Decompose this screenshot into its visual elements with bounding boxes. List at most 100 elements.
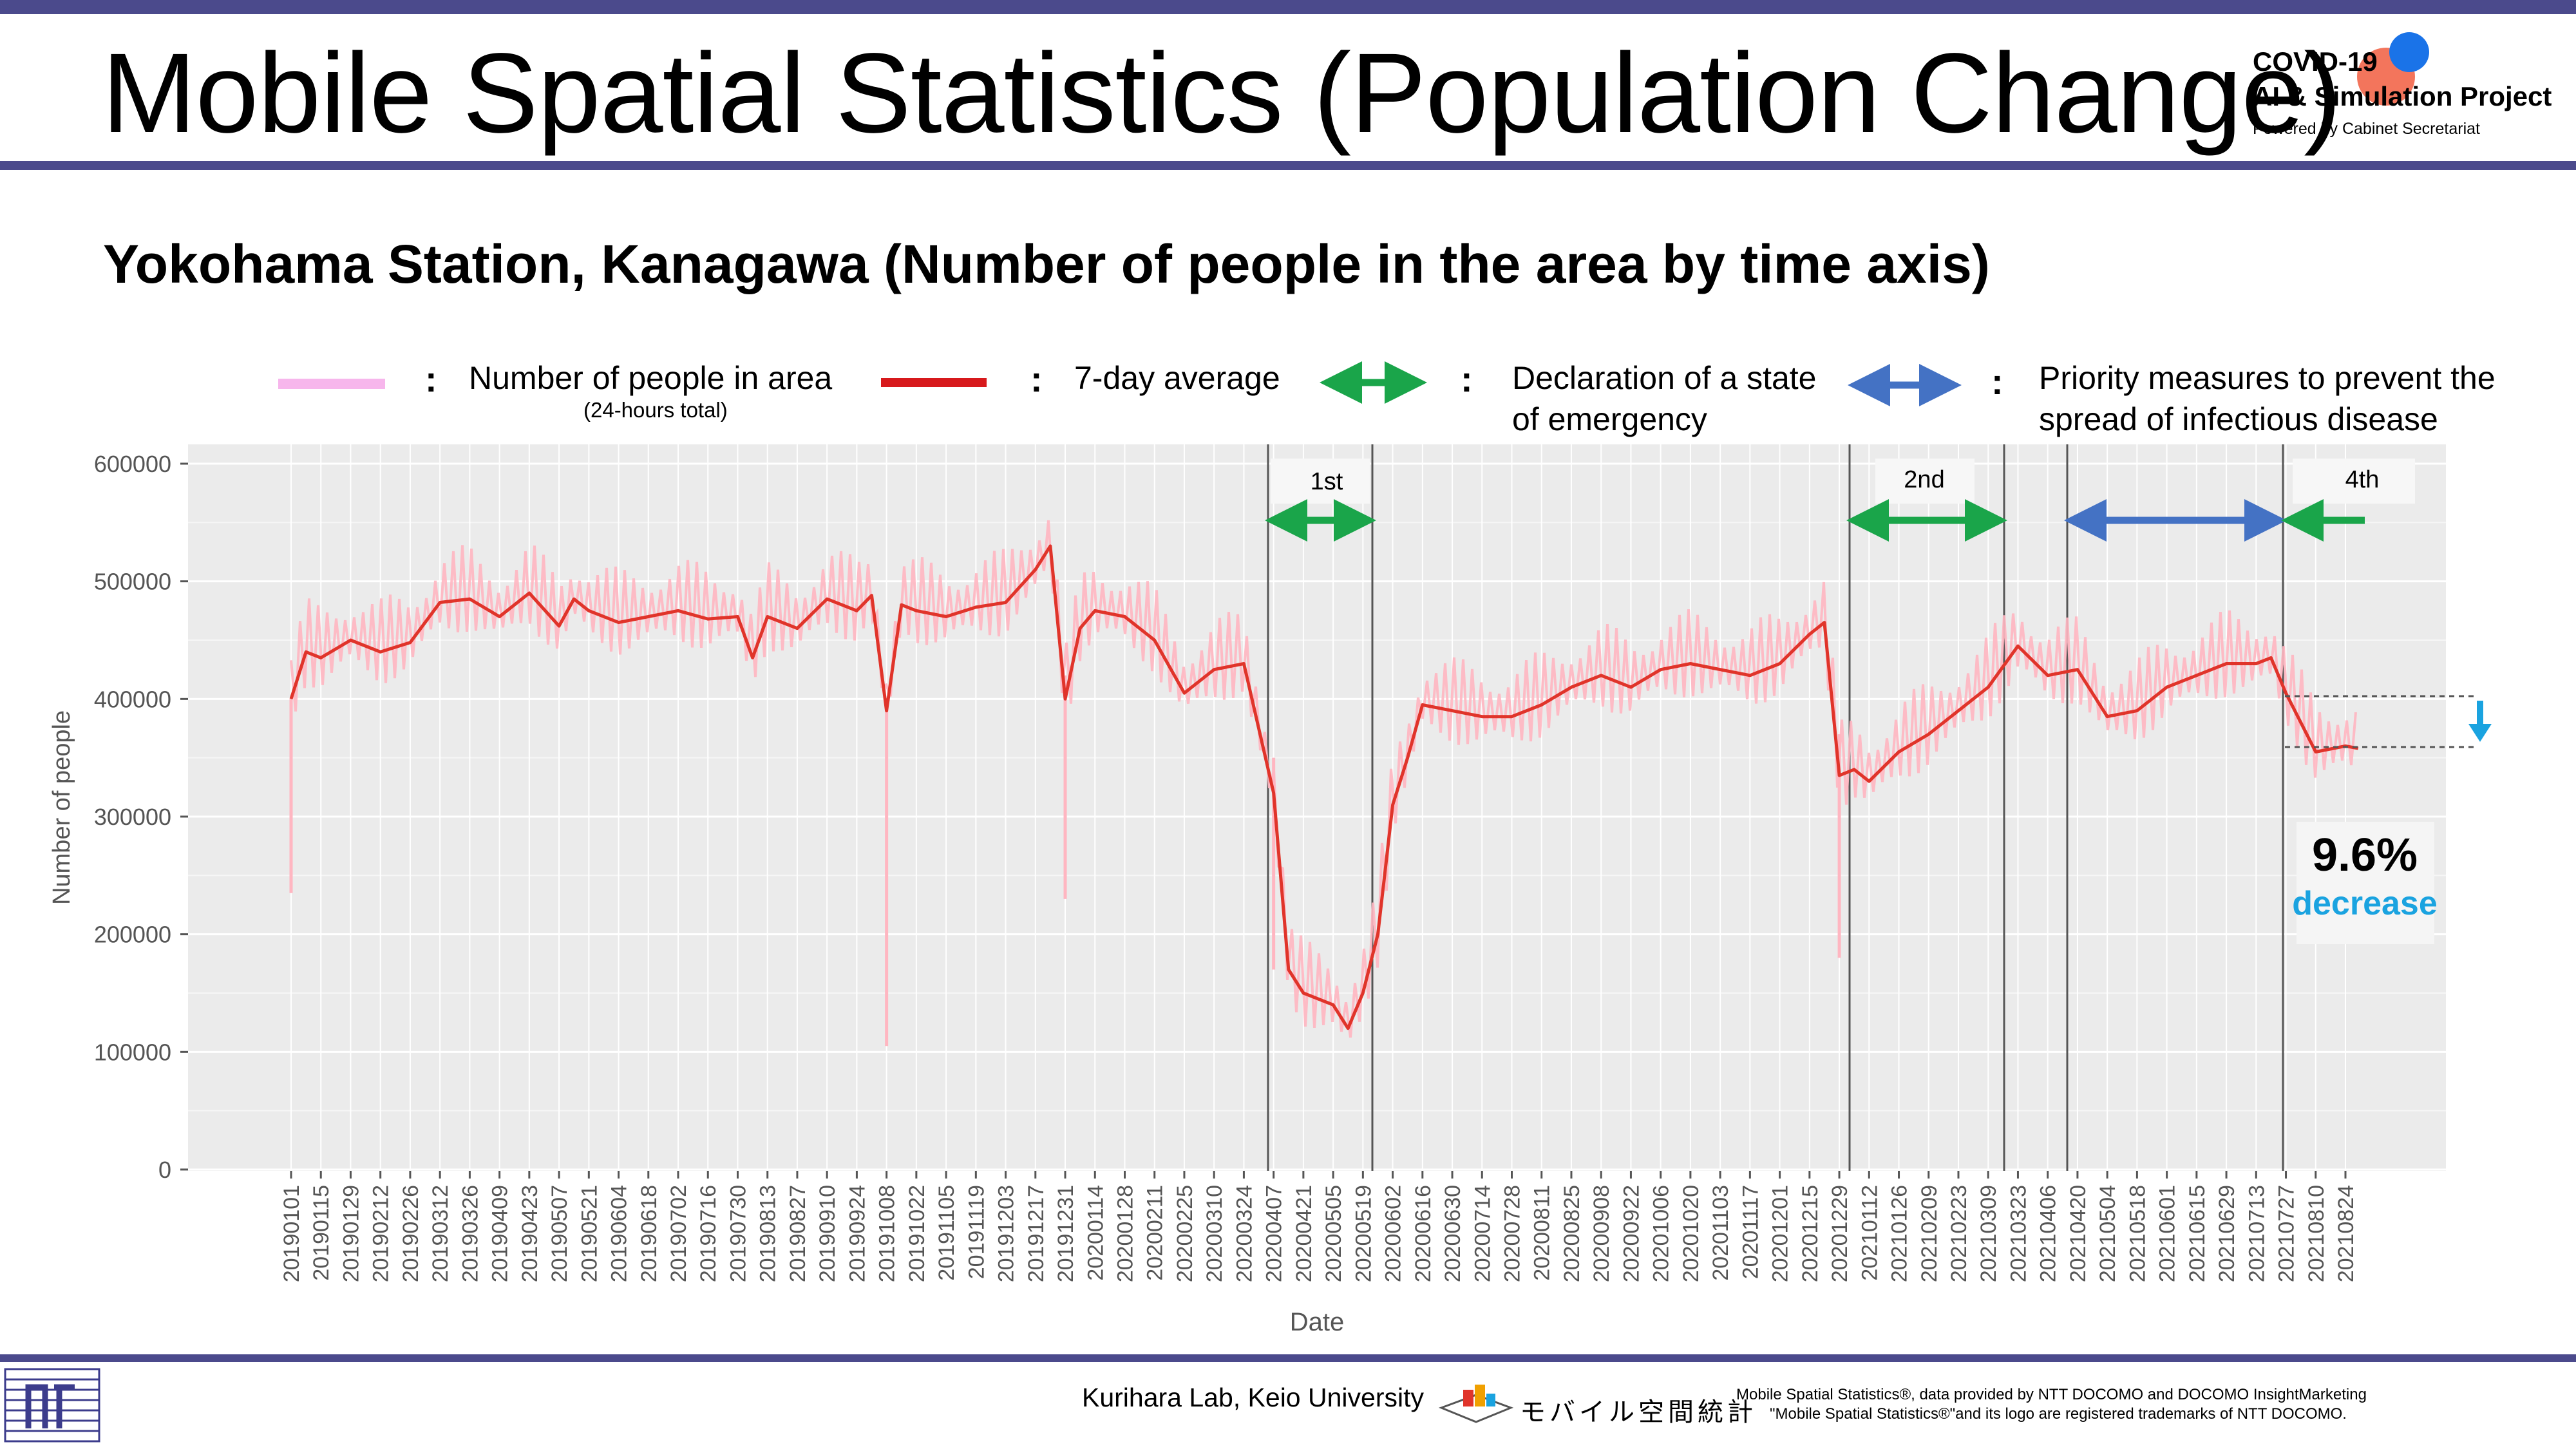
x-tick-label: 20210601 [2155, 1185, 2180, 1282]
legend-daily-label: Number of people in area [469, 360, 832, 396]
x-tick-label: 20200728 [1501, 1185, 1525, 1282]
y-tick-label: 600000 [94, 451, 171, 477]
x-tick-label: 20200602 [1381, 1185, 1406, 1282]
y-axis: 0 100000 200000 300000 400000 500000 600000 [94, 451, 188, 1183]
period-label-box [1875, 459, 1975, 504]
mobile-spatial-logo-text: モバイル空間統計 [1520, 1398, 1757, 1426]
legend-emergency-label-2: of emergency [1512, 401, 1707, 437]
x-tick-label: 20201117 [1738, 1185, 1763, 1279]
legend-daily-sublabel: (24-hours total) [583, 398, 728, 422]
x-tick-label: 20190101 [279, 1185, 304, 1282]
x-tick-label: 20190115 [309, 1185, 334, 1281]
period-label-4th: 4th [2345, 466, 2380, 493]
x-tick-label: 20201215 [1798, 1185, 1823, 1282]
decrease-annotation: 9.6% decrease [2285, 695, 2492, 944]
x-tick-label: 20190924 [845, 1185, 869, 1282]
x-tick-label: 20210713 [2244, 1185, 2269, 1282]
x-tick-label: 20210309 [1976, 1185, 2001, 1282]
x-tick-label: 20210126 [1888, 1185, 1912, 1282]
x-tick-label: 20200421 [1292, 1185, 1316, 1282]
gridlines [188, 444, 2446, 1171]
x-tick-label: 20200324 [1232, 1185, 1256, 1282]
x-tick-label: 20210629 [2215, 1185, 2239, 1282]
x-tick-label: 20200211 [1143, 1185, 1168, 1281]
x-tick-label: 20200310 [1202, 1185, 1227, 1282]
y-axis-title: Number of people [48, 710, 75, 905]
x-tick-label: 20191231 [1054, 1185, 1078, 1282]
decrease-word: decrease [2292, 885, 2438, 922]
legend-separator: : [1991, 361, 2003, 402]
y-tick-label: 500000 [94, 569, 171, 595]
x-tick-label: 20210323 [2006, 1185, 2031, 1282]
period-label-1st: 1st [1311, 468, 1343, 495]
header-bottom-bar [0, 161, 2576, 170]
x-tick-label: 20200630 [1441, 1185, 1465, 1282]
x-tick-label: 20201006 [1649, 1185, 1674, 1282]
y-tick-label: 200000 [94, 922, 171, 948]
decrease-value: 9.6% [2312, 829, 2418, 881]
x-tick-label: 20190312 [428, 1185, 453, 1282]
x-tick-label: 20190702 [667, 1185, 691, 1282]
legend-separator: : [1030, 359, 1043, 399]
y-tick-label: 400000 [94, 686, 171, 712]
brand-line-3: Powered by Cabinet Secretariat [2253, 120, 2480, 138]
x-tick-label: 20200922 [1619, 1185, 1643, 1282]
x-tick-label: 20201229 [1828, 1185, 1852, 1282]
page-title: Mobile Spatial Statistics (Population Ch… [102, 30, 2342, 156]
mobile-spatial-cube-icon [1438, 1385, 1514, 1423]
legend-priority-label-1: Priority measures to prevent the [2039, 360, 2496, 396]
x-tick-label: 20210223 [1947, 1185, 1971, 1282]
chart-subtitle: Yokohama Station, Kanagawa (Number of pe… [103, 234, 1990, 294]
x-tick-label: 20191119 [964, 1185, 989, 1279]
x-tick-label: 20190827 [786, 1185, 810, 1282]
legend-separator: : [425, 359, 437, 399]
data-credit: Mobile Spatial Statistics®, data provide… [1736, 1385, 2367, 1424]
x-tick-label: 20210615 [2185, 1185, 2210, 1282]
x-tick-label: 20190212 [369, 1185, 393, 1282]
x-tick-label: 20200908 [1589, 1185, 1614, 1282]
legend-emergency-label-1: Declaration of a state [1512, 360, 1817, 396]
x-tick-label: 20210420 [2066, 1185, 2090, 1282]
x-tick-label: 20210824 [2334, 1185, 2358, 1282]
x-tick-label: 20200114 [1083, 1185, 1108, 1281]
x-tick-label: 20200616 [1411, 1185, 1435, 1282]
average-series-line [289, 544, 2359, 1030]
mobile-spatial-logo: モバイル空間統計 [1437, 1377, 1753, 1435]
keio-lab-logo-icon [4, 1368, 100, 1443]
down-arrow-head-icon [2468, 724, 2492, 742]
brand-blue-circle [2389, 32, 2429, 72]
decrease-box [2297, 822, 2434, 944]
chart: : Number of people in area (24-hours tot… [48, 359, 2496, 1336]
legend: : Number of people in area (24-hours tot… [278, 359, 2496, 437]
lab-credit: Kurihara Lab, Keio University [1082, 1383, 1424, 1412]
x-tick-label: 20190910 [815, 1185, 840, 1282]
footer-bar [0, 1354, 2576, 1362]
y-tick-label: 0 [158, 1157, 171, 1183]
project-brand: COVID-19 AI & Simulation Project Powered… [2249, 32, 2571, 151]
x-tick-label: 20210504 [2096, 1185, 2120, 1282]
daily-series-line [290, 520, 2357, 1038]
brand-line-2: AI & Simulation Project [2253, 81, 2552, 111]
header-top-bar [0, 0, 2576, 14]
plot-panel [188, 444, 2446, 1171]
x-tick-label: 20190507 [547, 1185, 572, 1282]
x-tick-label: 20190129 [339, 1185, 363, 1282]
x-axis-title: Date [1290, 1308, 1345, 1336]
y-tick-label: 300000 [94, 804, 171, 830]
x-tick-label: 20191105 [934, 1185, 959, 1281]
legend-priority-label-2: spread of infectious disease [2039, 401, 2438, 437]
x-tick-label: 20210518 [2125, 1185, 2150, 1282]
x-axis: 20190101 20190115 20190129 20190212 20190226… [279, 1171, 2358, 1282]
x-tick-label: 20201201 [1768, 1185, 1793, 1282]
x-tick-label: 20201103 [1709, 1185, 1733, 1281]
series-average [289, 544, 2359, 1030]
x-tick-label: 20210810 [2304, 1185, 2329, 1282]
period-label-2nd: 2nd [1904, 466, 1944, 493]
x-tick-label: 20200505 [1321, 1185, 1346, 1282]
x-tick-label: 20200407 [1262, 1185, 1287, 1282]
x-tick-label: 20200825 [1560, 1185, 1584, 1282]
x-tick-label: 20200714 [1470, 1185, 1495, 1282]
x-tick-label: 20190730 [726, 1185, 750, 1282]
x-tick-label: 20200128 [1113, 1185, 1137, 1282]
x-tick-label: 20191008 [875, 1185, 900, 1282]
